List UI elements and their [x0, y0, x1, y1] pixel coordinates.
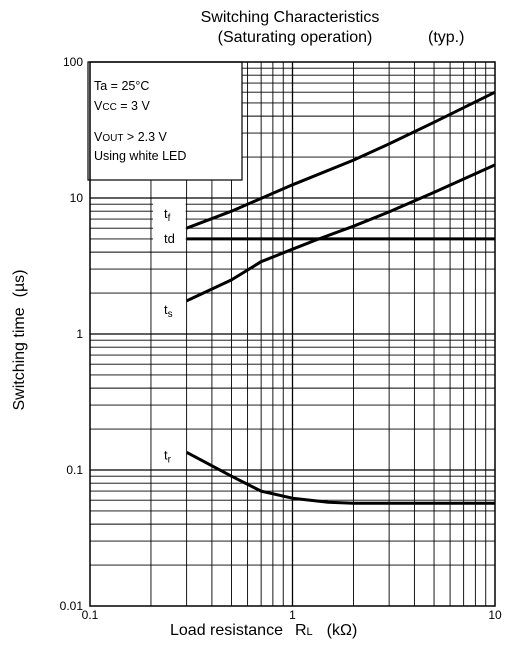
series-line-ts	[185, 163, 496, 303]
y-tick-label: 100	[63, 55, 83, 69]
conditions-box: Ta = 25°C VCC = 3 V VOUT > 2.3 V Using w…	[87, 61, 243, 181]
y-tick-label: 0.1	[66, 463, 83, 477]
curve-label-background	[152, 225, 186, 250]
series-line-tr	[185, 450, 495, 505]
chart-title-suffix: (typ.)	[428, 29, 464, 46]
y-tick-label: 1	[76, 327, 83, 341]
curve-label-tr: tr	[164, 447, 172, 465]
conditions-box-frame	[87, 61, 243, 181]
curve-label-tf: tf	[164, 206, 171, 224]
curve-label-td: td	[164, 231, 175, 246]
curve-label-background	[152, 201, 186, 226]
condition-ta: Ta = 25°C	[94, 79, 149, 93]
condition-vout: VOUT > 2.3 V	[94, 130, 168, 144]
x-tick-label: 1	[289, 608, 296, 622]
curve-label-background	[152, 442, 186, 467]
series-line-tf	[186, 90, 496, 230]
series	[185, 90, 496, 505]
condition-vcc: VCC = 3 V	[94, 99, 150, 113]
y-tick-label: 10	[70, 191, 84, 205]
y-axis-label: Switching time(µs)	[11, 269, 28, 410]
y-tick-label: 0.01	[60, 599, 84, 613]
x-axis-label: Load resistance RL (kΩ)	[170, 622, 357, 639]
chart-title-line2: (Saturating operation)	[218, 29, 373, 46]
x-tick-label: 0.1	[82, 608, 99, 622]
grid	[90, 62, 495, 606]
curve-labels: tf td ts tr	[152, 201, 186, 467]
x-tick-label: 10	[488, 608, 502, 622]
curve-label-background	[152, 297, 186, 322]
condition-led: Using white LED	[94, 149, 186, 163]
plot-frame	[89, 61, 496, 607]
chart-title-line1: Switching Characteristics	[201, 9, 380, 26]
curve-label-ts: ts	[164, 302, 173, 320]
